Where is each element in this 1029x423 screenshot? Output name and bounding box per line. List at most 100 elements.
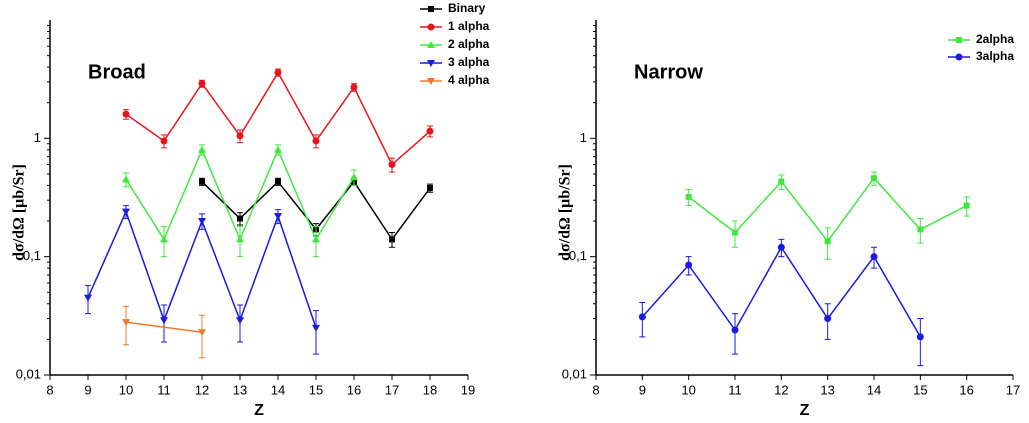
data-point (312, 324, 320, 332)
x-tick-label: 11 (157, 382, 171, 397)
data-point (236, 132, 244, 140)
data-point (160, 317, 168, 325)
legend-marker (427, 23, 435, 31)
y-tick-label: 0,01 (16, 366, 41, 381)
data-point (198, 329, 206, 337)
x-tick-label: 19 (461, 382, 475, 397)
data-point (871, 175, 877, 182)
x-tick-label: 9 (84, 382, 91, 397)
legend-label: Binary (448, 1, 486, 15)
error-bar (199, 314, 205, 359)
legend-marker (427, 60, 435, 67)
y-axis-label: dσ/dΩ [μb/Sr] (11, 164, 28, 261)
data-point (312, 235, 320, 243)
x-tick-label: 15 (309, 382, 323, 397)
x-tick-label: 13 (820, 382, 834, 397)
data-point (122, 175, 130, 183)
data-point (198, 80, 206, 88)
x-tick-label: 17 (385, 382, 399, 397)
data-point (160, 235, 168, 243)
data-point (237, 215, 243, 222)
data-point (350, 83, 358, 91)
data-point (824, 315, 832, 323)
x-axis-label: Z (254, 402, 264, 419)
legend-marker (427, 78, 435, 85)
legend-label: 1 alpha (448, 19, 490, 33)
x-tick-label: 13 (233, 382, 247, 397)
data-point (236, 317, 244, 325)
x-tick-label: 15 (913, 382, 927, 397)
data-point (426, 127, 434, 135)
data-point (160, 137, 168, 145)
data-point (274, 69, 282, 77)
x-tick-label: 14 (867, 382, 881, 397)
data-point (870, 253, 878, 261)
chart-title: Broad (88, 61, 146, 83)
data-point (824, 238, 831, 245)
x-tick-label: 10 (119, 382, 133, 397)
data-point (84, 294, 92, 302)
legend-label: 2alpha (976, 32, 1014, 46)
error-bar (313, 310, 319, 355)
series-line (125, 321, 203, 333)
data-point (685, 261, 693, 269)
data-point (274, 213, 282, 221)
y-tick-label: 0,1 (569, 248, 587, 263)
y-tick-label: 1 (34, 130, 41, 145)
x-tick-label: 9 (639, 382, 646, 397)
y-tick-label: 1 (580, 130, 587, 145)
error-bar (732, 313, 738, 355)
x-tick-label: 8 (592, 382, 599, 397)
x-axis-label: Z (800, 402, 810, 419)
x-tick-label: 11 (728, 382, 742, 397)
data-point (274, 145, 282, 153)
data-point (427, 185, 433, 192)
data-point (916, 333, 924, 341)
data-point (122, 208, 130, 216)
error-bar (917, 318, 924, 367)
data-point (638, 313, 646, 321)
data-point (963, 202, 970, 209)
legend-label: 3 alpha (448, 55, 490, 69)
legend-marker (427, 41, 435, 48)
data-point (685, 193, 692, 200)
legend-label: 3alpha (976, 49, 1014, 63)
data-point (777, 243, 785, 251)
data-point (122, 110, 130, 118)
legend-marker (956, 37, 962, 43)
y-tick-label: 0,01 (562, 366, 587, 381)
data-point (198, 218, 206, 226)
x-tick-label: 16 (347, 382, 361, 397)
data-point (236, 235, 244, 243)
series-line (641, 245, 921, 338)
data-point (778, 178, 785, 185)
x-tick-label: 12 (774, 382, 788, 397)
data-point (275, 178, 281, 185)
data-point (388, 161, 396, 169)
y-axis-label: dσ/dΩ [μb/Sr] (557, 164, 574, 261)
data-point (199, 178, 205, 185)
x-tick-label: 14 (271, 382, 285, 397)
data-point (389, 236, 395, 243)
data-point (732, 229, 738, 236)
x-tick-label: 8 (46, 382, 53, 397)
legend-marker (428, 6, 434, 12)
legend-label: 2 alpha (448, 37, 490, 51)
x-tick-label: 16 (959, 382, 973, 397)
x-tick-label: 12 (195, 382, 209, 397)
chart-title: Narrow (634, 61, 703, 83)
data-point (198, 145, 206, 153)
x-tick-label: 18 (423, 382, 437, 397)
data-point (312, 137, 320, 145)
series-line (125, 147, 355, 242)
x-tick-label: 10 (681, 382, 695, 397)
y-tick-label: 0,1 (23, 248, 41, 263)
legend-marker (955, 53, 963, 61)
data-point (122, 319, 130, 327)
data-point (731, 326, 739, 334)
data-point (917, 226, 924, 233)
data-point (350, 173, 358, 181)
legend-label: 4 alpha (448, 73, 490, 87)
x-tick-label: 17 (1006, 382, 1020, 397)
